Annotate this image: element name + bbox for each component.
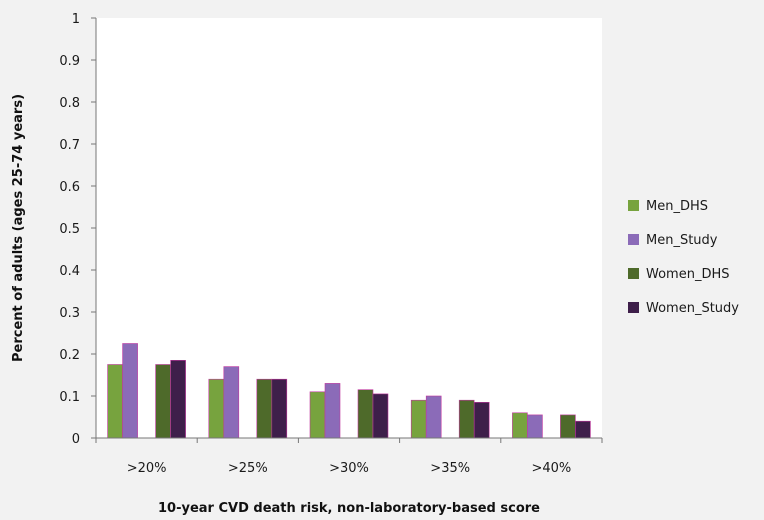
- legend-label: Men_DHS: [646, 199, 708, 214]
- y-tick-label: 0.5: [59, 222, 80, 237]
- bar-women-study: [170, 359, 186, 439]
- x-tick-label: >35%: [430, 461, 470, 476]
- bar-men-study: [527, 414, 543, 439]
- y-tick-label: 0.7: [59, 138, 80, 153]
- y-tick-label: 0.2: [59, 348, 80, 363]
- bar-men-study: [223, 366, 240, 439]
- legend-swatch: [628, 268, 639, 279]
- bar-women-dhs: [155, 364, 171, 439]
- bar-women-study: [271, 378, 288, 439]
- legend-swatch: [628, 302, 639, 313]
- legend-label: Men_Study: [646, 233, 718, 248]
- legend-label: Women_Study: [646, 301, 739, 316]
- y-ticks-layer: 0 0.1 0.2 0.3 0.4 0.5 0.6 0.7 0.8 0.9 1: [59, 12, 96, 447]
- y-tick-label: 0.4: [59, 264, 80, 279]
- bar-men-study: [425, 395, 442, 439]
- bar-men-dhs: [208, 378, 225, 439]
- y-axis-title: Percent of adults (ages 25-74 years): [11, 94, 26, 362]
- bar-women-study: [575, 420, 591, 439]
- bar-men-study: [324, 383, 341, 439]
- bar-men-dhs: [410, 399, 427, 439]
- bar-women-dhs: [357, 389, 374, 439]
- bar-women-dhs: [560, 414, 576, 439]
- bar-women-dhs: [458, 399, 475, 439]
- x-tick-label: >20%: [127, 461, 167, 476]
- legend-swatch: [628, 200, 639, 211]
- y-tick-label: 0.1: [59, 390, 80, 405]
- bar-men-dhs: [309, 391, 326, 439]
- legend: Men_DHS Men_Study Women_DHS Women_Study: [628, 199, 739, 316]
- bar-women-dhs: [256, 378, 273, 439]
- y-tick-label: 1: [72, 12, 80, 27]
- y-tick-label: 0.9: [59, 54, 80, 69]
- legend-swatch: [628, 234, 639, 245]
- bar-men-dhs: [512, 412, 528, 439]
- bar-women-study: [372, 393, 389, 439]
- legend-label: Women_DHS: [646, 267, 729, 282]
- x-ticks-layer: >20% >25% >30% >35% >40%: [95, 438, 603, 476]
- bars-layer: [107, 343, 591, 439]
- bar-women-study: [473, 401, 490, 439]
- y-tick-label: 0: [72, 432, 80, 447]
- x-tick-label: >25%: [228, 461, 268, 476]
- x-tick-label: >40%: [532, 461, 572, 476]
- x-tick-label: >30%: [329, 461, 369, 476]
- bar-men-dhs: [107, 364, 123, 439]
- bar-men-study: [122, 343, 138, 439]
- y-tick-label: 0.6: [59, 180, 80, 195]
- y-tick-label: 0.8: [59, 96, 80, 111]
- x-axis-title: 10-year CVD death risk, non-laboratory-b…: [158, 501, 540, 516]
- y-tick-label: 0.3: [59, 306, 80, 321]
